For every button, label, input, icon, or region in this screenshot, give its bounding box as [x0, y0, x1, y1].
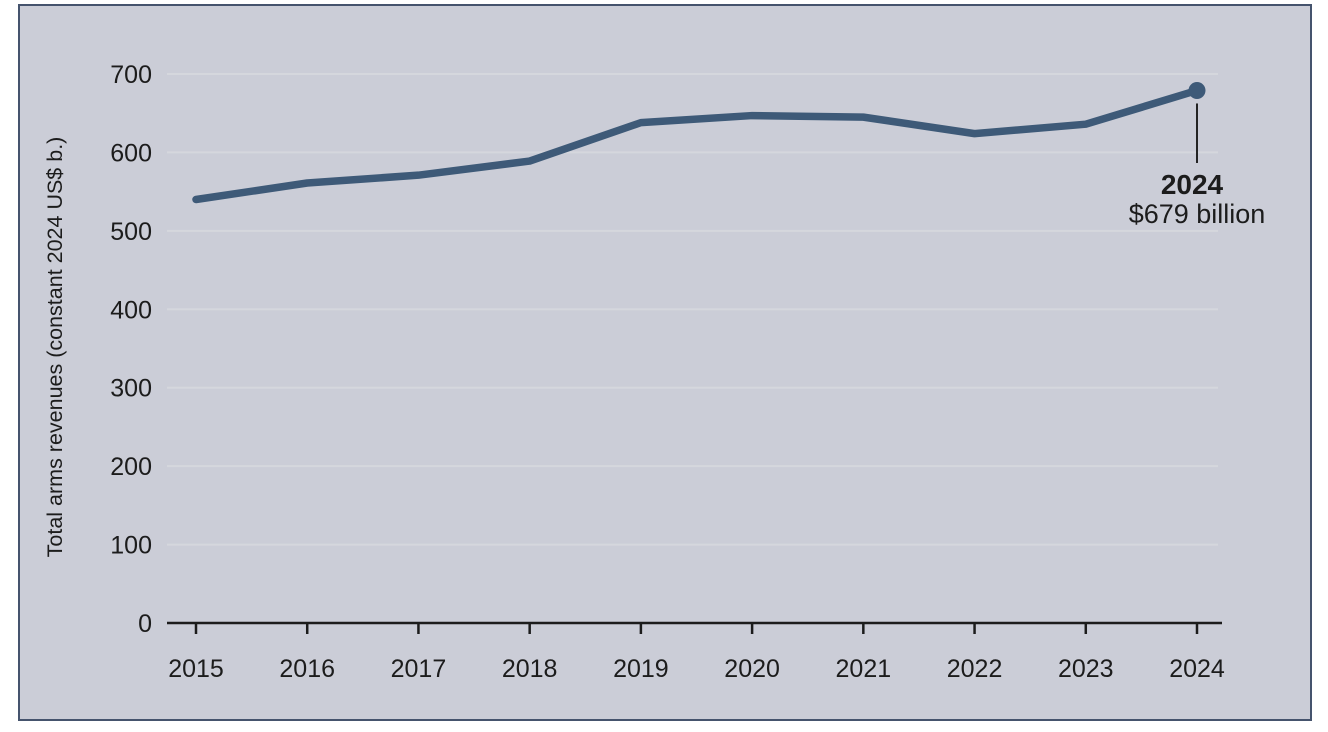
x-tick-label-2020: 2020 — [724, 655, 780, 683]
y-tick-label-300: 300 — [110, 375, 152, 403]
data-point-2024 — [1188, 81, 1206, 99]
y-tick-label-500: 500 — [110, 218, 152, 246]
x-tick-label-2016: 2016 — [279, 655, 335, 683]
x-tick-label-2017: 2017 — [391, 655, 447, 683]
y-tick-label-100: 100 — [110, 532, 152, 560]
x-tick-label-2021: 2021 — [836, 655, 892, 683]
x-tick-label-2019: 2019 — [613, 655, 669, 683]
x-tick-label-2015: 2015 — [168, 655, 224, 683]
y-tick-label-700: 700 — [110, 61, 152, 89]
y-tick-label-200: 200 — [110, 453, 152, 481]
annotation-year-label: 2024 — [1161, 169, 1224, 200]
annotation-value-label: $679 billion — [1129, 199, 1266, 229]
y-tick-label-400: 400 — [110, 296, 152, 324]
x-tick-label-2018: 2018 — [502, 655, 558, 683]
x-tick-label-2023: 2023 — [1058, 655, 1114, 683]
data-line-total-arms-revenues — [192, 86, 1201, 204]
chart-panel: 0 100 200 300 400 500 600 700 2015 2016 2017 2018 20… — [18, 4, 1312, 721]
y-tick-label-600: 600 — [110, 139, 152, 167]
y-axis-title: Total arms revenues (constant 2024 US$ b… — [43, 137, 67, 558]
y-tick-label-0: 0 — [138, 610, 152, 638]
x-tick-label-2022: 2022 — [947, 655, 1003, 683]
arms-revenues-line-chart: 0 100 200 300 400 500 600 700 2015 2016 2017 2018 20… — [43, 61, 1266, 683]
x-tick-label-2024: 2024 — [1169, 655, 1225, 683]
